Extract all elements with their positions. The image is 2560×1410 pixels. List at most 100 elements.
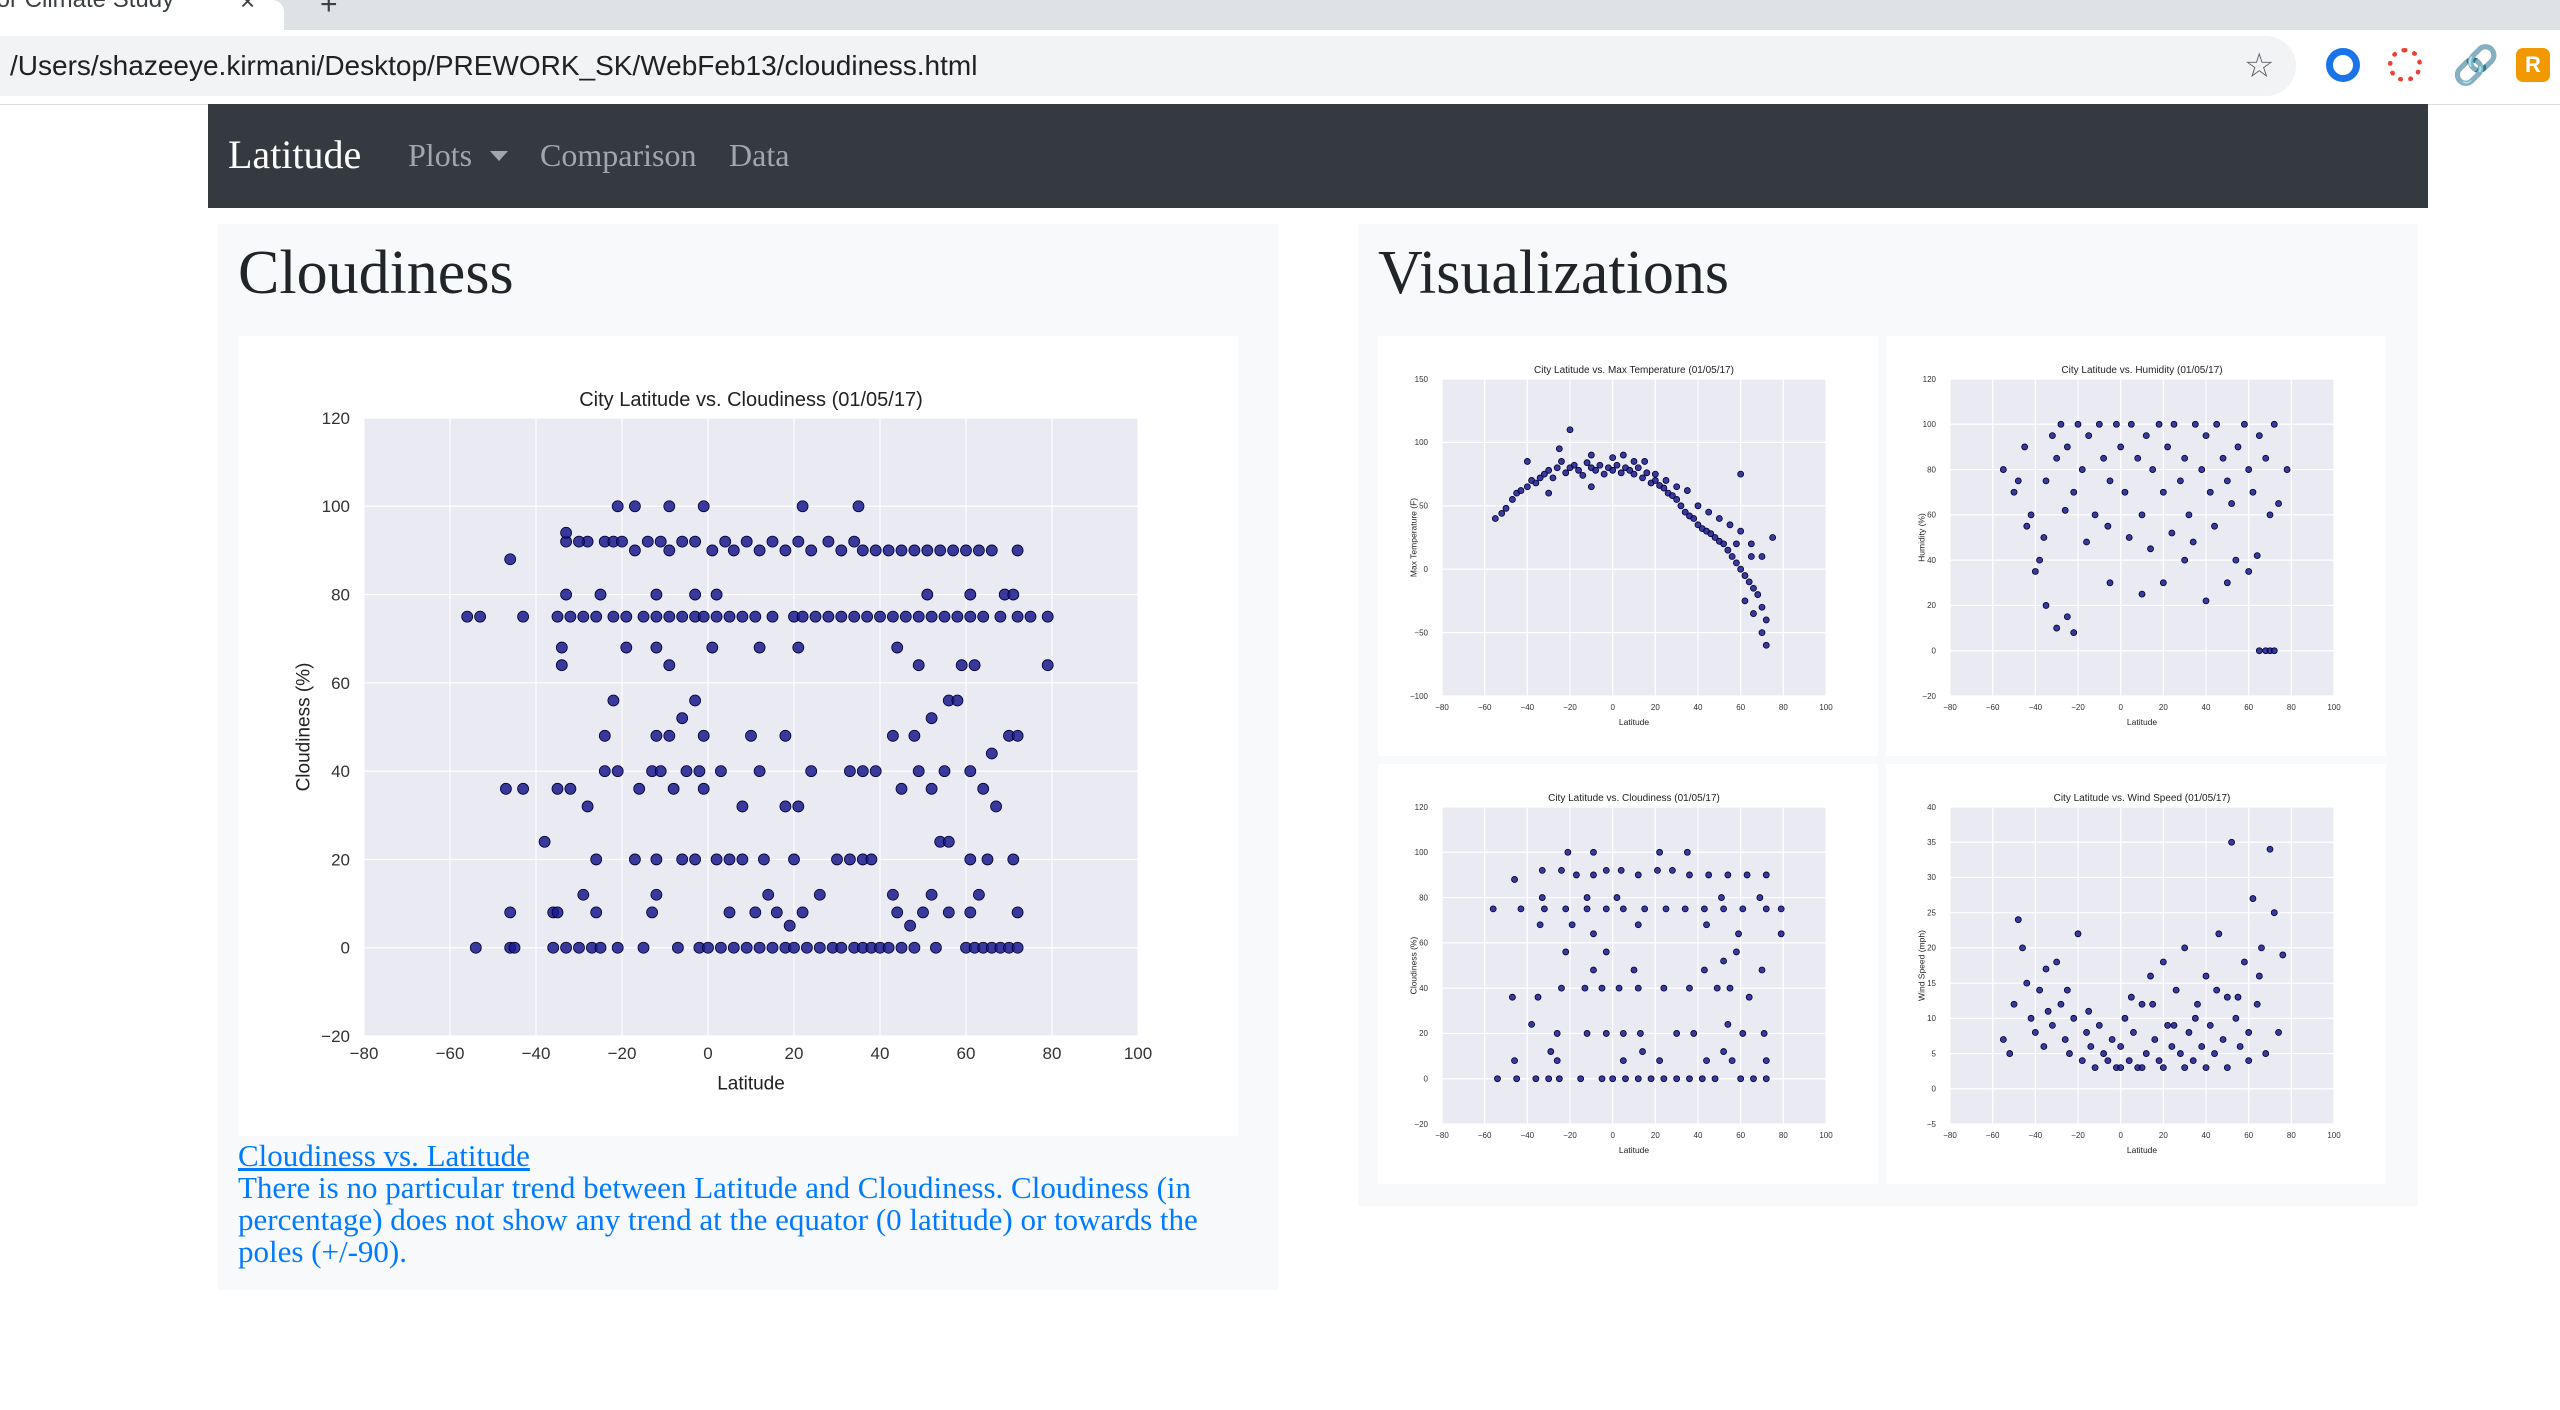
data-point [1754,591,1762,598]
data-point [1700,905,1708,913]
data-point [736,853,749,866]
data-point [951,694,964,707]
humidity-chart: −80 −60 −40 −20 0 20 40 60 80 100 −20 0 20 40 60 80 100 1… [1916,365,2341,727]
thumbnail-wind-speed[interactable]: −80 −60 −40 −20 0 20 40 60 80 100 −5 0 5 10 15 20 25 30 35… [1886,764,2386,1184]
y-tick-label: 0 [1932,1085,1937,1094]
data-point [2202,597,2210,605]
y-tick-label: 40 [1419,984,1428,993]
y-tick-label: −20 [321,1027,350,1046]
data-point [1596,461,1604,469]
y-tick-label: 100 [1415,438,1429,447]
data-point [1728,553,1736,560]
y-tick-label: 60 [331,674,350,693]
data-point [740,535,753,548]
data-point [1762,871,1770,879]
data-point [1583,1030,1591,1037]
bookmark-star-icon[interactable]: ☆ [2244,47,2275,85]
y-tick-label: −100 [1410,692,1429,701]
data-point [1639,1048,1646,1055]
x-tick-label: −60 [1986,1131,2000,1140]
data-point [1673,483,1681,491]
data-point [758,853,770,866]
data-point [835,544,848,557]
data-point [663,610,676,623]
data-point [1720,540,1728,548]
data-point [611,500,624,513]
data-point [573,535,585,548]
data-point [2253,1000,2261,1008]
data-point [1673,1030,1681,1037]
data-point [1673,1075,1681,1083]
nav-item-plots[interactable]: Plots [408,137,508,174]
data-point [973,544,985,557]
data-point [1489,905,1497,913]
data-point [1711,534,1719,541]
y-tick-label: 0 [1932,647,1937,656]
data-point [2255,647,2263,655]
x-tick-label: −60 [1986,703,2000,712]
y-tick-label: 20 [331,850,350,869]
data-point [1532,479,1540,487]
thumbnail-temperature[interactable]: −80 −60 −40 −20 0 20 40 60 80 100 −100 −50 0 50 100 150… [1378,336,1878,756]
data-point [1713,984,1721,992]
data-point [2040,534,2048,541]
x-tick-label: 60 [1736,703,1745,712]
data-point [1491,515,1499,522]
y-tick-label: 20 [1419,1029,1428,1038]
data-point [2215,930,2223,938]
extension-link-icon[interactable]: 🔗 [2452,45,2500,87]
data-point [2117,1043,2125,1050]
new-tab-icon[interactable]: + [320,0,338,21]
data-point [1777,905,1785,913]
data-point [654,535,667,548]
caption-link[interactable]: Cloudiness vs. Latitude [238,1138,530,1173]
extension-swirl-icon[interactable] [2388,48,2422,82]
data-point [1700,966,1708,974]
data-point [1641,905,1649,913]
data-point [1694,521,1702,529]
navbar-brand[interactable]: Latitude [228,132,362,177]
chart-title: City Latitude vs. Wind Speed (01/05/17) [2054,793,2231,804]
data-point [2042,602,2050,609]
address-bar[interactable]: /Users/shazeeye.kirmani/Desktop/PREWORK_… [0,36,2296,96]
data-point [2023,979,2031,987]
data-point [2168,529,2176,537]
data-point [1758,553,1766,560]
extension-r-icon[interactable]: R [2516,48,2550,82]
data-point [469,941,482,954]
nav-item-comparison[interactable]: Comparison [540,137,697,173]
data-point [1502,504,1510,512]
data-point [1660,1075,1668,1083]
data-point [753,544,766,557]
data-point [2149,466,2157,473]
data-point [2125,1057,2133,1065]
thumbnail-humidity[interactable]: −80 −60 −40 −20 0 20 40 60 80 100 −20 0 20 40 60 80 100 1… [1886,336,2386,756]
data-point [2078,466,2086,473]
data-point [1762,1075,1770,1083]
data-point [1737,470,1745,478]
y-tick-label: 50 [1419,502,1428,511]
url-text[interactable]: /Users/shazeeye.kirmani/Desktop/PREWORK_… [10,50,978,81]
data-point [2138,1000,2146,1008]
caret-down-icon [490,151,508,161]
data-point [964,765,977,778]
data-point [1681,905,1689,913]
data-point [1747,540,1755,548]
browser-tab[interactable]: for Climate Study × [0,0,284,30]
x-tick-label: 60 [2244,703,2253,712]
data-point [1762,616,1770,624]
data-point [628,500,641,513]
thumbnail-cloudiness[interactable]: −80 −60 −40 −20 0 20 40 60 80 100 −20 0 20 40 60 80 100 1… [1378,764,1878,1184]
data-point [934,544,947,557]
data-point [564,610,577,623]
data-point [2112,420,2120,428]
extension-circle-icon[interactable] [2326,48,2360,82]
data-point [930,941,942,954]
data-point [2213,986,2221,994]
data-point [1686,984,1693,992]
tab-close-icon[interactable]: × [240,0,256,16]
y-tick-label: 0 [341,939,350,958]
nav-item-data[interactable]: Data [729,137,790,173]
data-point [2142,1050,2150,1057]
data-point [577,888,590,901]
